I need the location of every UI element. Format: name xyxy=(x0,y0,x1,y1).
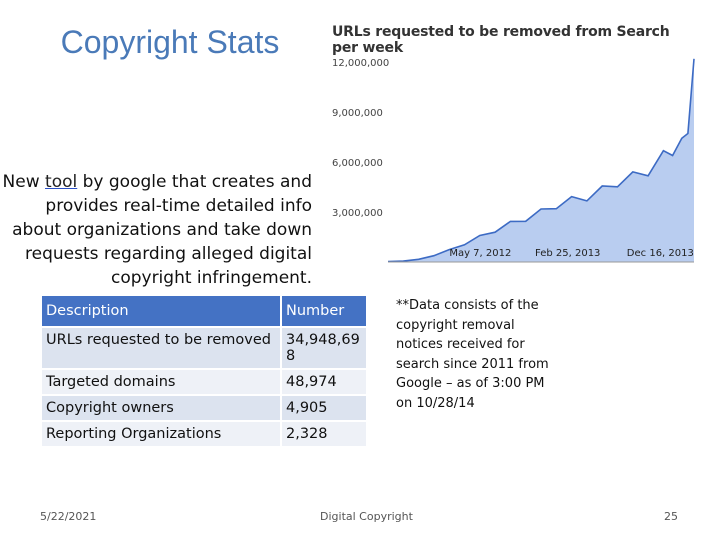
body-text-pre: New xyxy=(2,172,46,192)
data-note: **Data consists of the copyright removal… xyxy=(396,298,549,411)
series-line xyxy=(387,58,695,263)
row-description: Targeted domains xyxy=(42,370,280,394)
row-number: 34,948,698 xyxy=(282,328,366,368)
removal-chart: URLs requested to be removed from Search… xyxy=(328,18,698,266)
x-tick-label: May 7, 2012 xyxy=(449,248,511,259)
x-tick-label: Feb 25, 2013 xyxy=(535,248,600,259)
row-description: Reporting Organizations xyxy=(42,422,280,446)
y-tick-label: 12,000,000 xyxy=(332,58,389,69)
page-number: 25 xyxy=(664,510,678,523)
row-number: 48,974 xyxy=(282,370,366,394)
row-description: URLs requested to be removed xyxy=(42,328,280,368)
header-description: Description xyxy=(42,296,280,326)
body-text-post: by google that creates and provides real… xyxy=(12,172,312,288)
table-header-row: Description Number xyxy=(42,296,366,326)
chart-title: URLs requested to be removed from Search… xyxy=(332,24,670,56)
body-text: New tool by google that creates and prov… xyxy=(0,170,312,290)
table-row: Targeted domains 48,974 xyxy=(42,370,366,394)
y-tick-label: 3,000,000 xyxy=(332,208,383,219)
table-row: Reporting Organizations 2,328 xyxy=(42,422,366,446)
x-tick-label: Dec 16, 2013 xyxy=(627,248,694,259)
footer-date: 5/22/2021 xyxy=(40,510,97,523)
y-tick-label: 9,000,000 xyxy=(332,108,383,119)
table-row: URLs requested to be removed 34,948,698 xyxy=(42,328,366,368)
table-row: Copyright owners 4,905 xyxy=(42,396,366,420)
y-tick-label: 6,000,000 xyxy=(332,158,383,169)
tool-link[interactable]: tool xyxy=(45,172,78,192)
row-number: 4,905 xyxy=(282,396,366,420)
row-number: 2,328 xyxy=(282,422,366,446)
footer-title: Digital Copyright xyxy=(320,510,413,523)
slide-title: Copyright Stats xyxy=(60,24,280,60)
area-series xyxy=(388,58,694,262)
header-number: Number xyxy=(282,296,366,326)
stats-table: Description Number URLs requested to be … xyxy=(40,294,368,448)
row-description: Copyright owners xyxy=(42,396,280,420)
chart-svg: 12,000,000 9,000,000 6,000,000 3,000,000 May… xyxy=(332,58,695,263)
